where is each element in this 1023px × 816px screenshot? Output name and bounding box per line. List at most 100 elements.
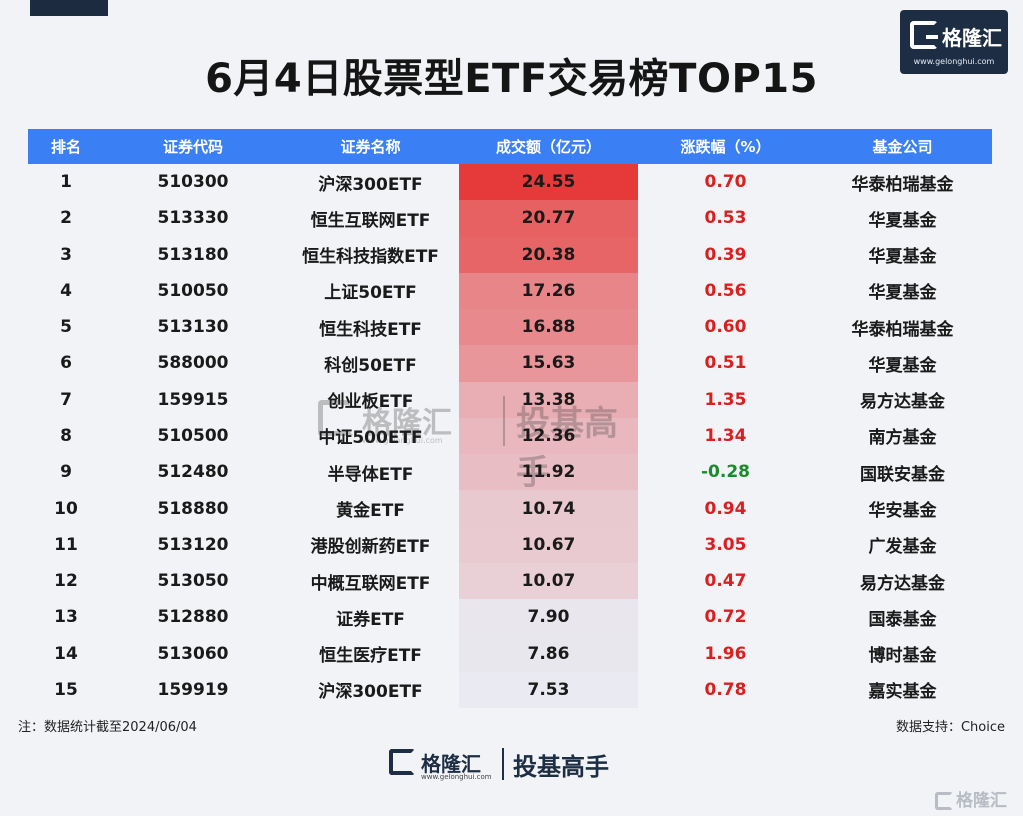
table-row: 2 513330 恒生互联网ETF 20.77 0.53 华夏基金 xyxy=(28,200,992,237)
cell-company: 国泰基金 xyxy=(868,609,937,630)
cell-code: 512880 xyxy=(157,607,229,628)
cell-change: 0.78 xyxy=(704,679,747,700)
data-source: 数据支持：Choice xyxy=(895,720,1005,735)
amount-value: 7.53 xyxy=(527,679,570,700)
logo-name: 格隆汇 xyxy=(942,26,1002,50)
amount-value: 11.92 xyxy=(521,462,576,483)
cell-code: 588000 xyxy=(157,353,229,374)
header-company: 基金公司 xyxy=(872,138,933,156)
cell-amount: 7.86 xyxy=(459,635,638,672)
cell-amount: 17.26 xyxy=(459,272,638,310)
cell-rank: 10 xyxy=(54,498,78,519)
cell-company: 易方达基金 xyxy=(860,392,945,413)
footer-brand-name: 格隆汇 xyxy=(421,752,481,776)
cell-amount: 24.55 xyxy=(459,164,638,201)
footer-divider xyxy=(502,748,504,780)
cell-change: 1.34 xyxy=(704,425,747,446)
cell-change: 1.96 xyxy=(704,643,747,664)
cell-amount: 10.07 xyxy=(459,562,638,600)
amount-value: 10.67 xyxy=(521,534,576,555)
cell-name: 半导体ETF xyxy=(327,464,414,485)
cell-change: 0.51 xyxy=(704,353,747,374)
cell-code: 510050 xyxy=(157,280,229,301)
cell-code: 513060 xyxy=(157,643,229,664)
cell-change: 0.94 xyxy=(704,498,747,519)
cell-amount: 7.90 xyxy=(459,599,638,636)
cell-amount: 20.77 xyxy=(459,200,638,237)
cell-rank: 4 xyxy=(60,280,72,301)
cell-company: 博时基金 xyxy=(868,646,937,667)
cell-code: 159919 xyxy=(157,679,229,700)
table-row: 6 588000 科创50ETF 15.63 0.51 华夏基金 xyxy=(28,345,992,382)
amount-value: 12.36 xyxy=(521,425,576,446)
cell-rank: 6 xyxy=(60,353,72,374)
cell-rank: 11 xyxy=(54,534,78,555)
cell-company: 广发基金 xyxy=(868,537,937,558)
table-row: 10 518880 黄金ETF 10.74 0.94 华安基金 xyxy=(28,490,992,527)
footer-slogan: 投基高手 xyxy=(513,752,609,781)
cell-change: 3.05 xyxy=(704,534,747,555)
cell-rank: 13 xyxy=(54,607,78,628)
amount-value: 15.63 xyxy=(521,353,576,374)
footer-brand-url: www.gelonghui.com xyxy=(421,773,492,781)
header-name: 证券名称 xyxy=(340,138,401,156)
cell-company: 嘉实基金 xyxy=(868,682,937,703)
header-code: 证券代码 xyxy=(162,138,223,156)
amount-value: 20.38 xyxy=(521,244,576,265)
corner-block xyxy=(30,0,108,16)
cell-amount: 20.38 xyxy=(459,236,638,273)
table-row: 13 512880 证券ETF 7.90 0.72 国泰基金 xyxy=(28,599,992,636)
cell-rank: 7 xyxy=(60,389,72,410)
header-amount: 成交额（亿元） xyxy=(495,138,601,156)
cell-company: 华夏基金 xyxy=(868,247,937,268)
cell-change: -0.28 xyxy=(701,462,750,483)
etf-table: 排名 证券代码 证券名称 成交额（亿元） 涨跌幅（%） 基金公司 1 510300… xyxy=(28,129,992,708)
cell-code: 513130 xyxy=(157,317,229,338)
cell-code: 513120 xyxy=(157,534,229,555)
brand-logo: 格隆汇 www.gelonghui.com xyxy=(900,10,1008,74)
table-row: 3 513180 恒生科技指数ETF 20.38 0.39 华夏基金 xyxy=(28,236,992,273)
cell-name: 上证50ETF xyxy=(324,283,417,304)
data-note: 注：数据统计截至2024/06/04 xyxy=(18,720,197,735)
cell-rank: 15 xyxy=(54,679,78,700)
amount-value: 16.88 xyxy=(521,317,576,338)
cell-name: 中概互联网ETF xyxy=(310,573,431,594)
cell-code: 159915 xyxy=(157,389,229,410)
corner-brand-name: 格隆汇 xyxy=(956,791,1007,811)
amount-value: 17.26 xyxy=(521,280,576,301)
cell-company: 国联安基金 xyxy=(860,464,945,485)
corner-watermark: 格隆汇 xyxy=(935,786,1007,811)
cell-name: 黄金ETF xyxy=(336,501,405,522)
table-row: 7 159915 创业板ETF 13.38 1.35 易方达基金 xyxy=(28,381,992,418)
footer-logo-icon xyxy=(389,749,415,775)
cell-amount: 15.63 xyxy=(459,345,638,382)
cell-code: 513050 xyxy=(157,571,229,592)
table-row: 9 512480 半导体ETF 11.92 -0.28 国联安基金 xyxy=(28,454,992,491)
amount-value: 20.77 xyxy=(521,208,576,229)
table-row: 1 510300 沪深300ETF 24.55 0.70 华泰柏瑞基金 xyxy=(28,164,992,201)
table-header: 排名 证券代码 证券名称 成交额（亿元） 涨跌幅（%） 基金公司 xyxy=(28,129,992,164)
cell-change: 0.56 xyxy=(704,280,747,301)
cell-company: 华夏基金 xyxy=(868,355,937,376)
cell-name: 中证500ETF xyxy=(318,428,423,449)
cell-amount: 7.53 xyxy=(459,671,638,708)
amount-value: 13.38 xyxy=(521,389,576,410)
cell-rank: 14 xyxy=(54,643,78,664)
cell-amount: 10.67 xyxy=(459,526,638,563)
amount-value: 10.74 xyxy=(521,498,576,519)
logo-url: www.gelonghui.com xyxy=(913,57,995,66)
cell-change: 0.53 xyxy=(704,208,747,229)
cell-name: 恒生科技指数ETF xyxy=(302,247,439,268)
header-rank: 排名 xyxy=(50,138,81,156)
cell-change: 0.47 xyxy=(704,571,747,592)
table-row: 8 510500 中证500ETF 12.36 1.34 南方基金 xyxy=(28,417,992,455)
table-row: 12 513050 中概互联网ETF 10.07 0.47 易方达基金 xyxy=(28,562,992,600)
page-title: 6月4日股票型ETF交易榜TOP15 xyxy=(205,56,818,102)
cell-company: 华夏基金 xyxy=(868,283,937,304)
logo-mark-icon xyxy=(910,21,938,49)
cell-code: 512480 xyxy=(157,462,229,483)
cell-company: 华泰柏瑞基金 xyxy=(851,174,954,195)
cell-company: 华泰柏瑞基金 xyxy=(851,319,954,340)
cell-name: 恒生医疗ETF xyxy=(319,646,422,667)
cell-amount: 11.92 xyxy=(459,454,638,491)
